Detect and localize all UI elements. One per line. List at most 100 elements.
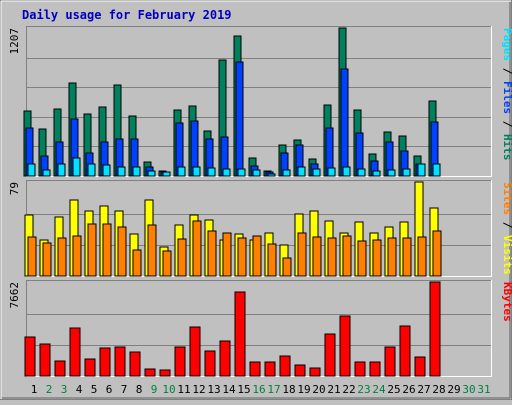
panel-max-label: 1207 bbox=[8, 28, 21, 55]
label-kbytes: KBytes bbox=[501, 282, 512, 322]
x-tick-label: 27 bbox=[417, 383, 430, 396]
x-tick-label: 1 bbox=[31, 383, 38, 396]
bar-sites-day-10 bbox=[162, 250, 172, 277]
bar-pages-day-17 bbox=[267, 173, 276, 177]
bar-kbytes-day-7 bbox=[114, 346, 126, 377]
bar-sites-day-23 bbox=[357, 240, 367, 277]
bar-sites-day-26 bbox=[402, 237, 412, 277]
bar-sites-day-6 bbox=[102, 223, 112, 277]
bar-pages-day-3 bbox=[57, 163, 66, 177]
bar-pages-day-7 bbox=[117, 166, 126, 177]
label-pages: Pages bbox=[501, 28, 512, 61]
x-tick-label: 20 bbox=[312, 383, 325, 396]
bar-pages-day-20 bbox=[312, 168, 321, 177]
x-tick-label: 24 bbox=[372, 383, 386, 396]
bar-pages-day-25 bbox=[387, 169, 396, 177]
bar-sites-day-4 bbox=[72, 235, 82, 277]
x-tick-label: 22 bbox=[342, 383, 355, 396]
x-tick-label: 23 bbox=[357, 383, 370, 396]
x-tick-label: 7 bbox=[121, 383, 128, 396]
bar-sites-day-25 bbox=[387, 237, 397, 277]
bar-kbytes-day-22 bbox=[339, 315, 351, 377]
bar-pages-day-24 bbox=[372, 170, 381, 177]
bar-pages-day-1 bbox=[27, 163, 36, 177]
x-tick-label: 16 bbox=[252, 383, 265, 396]
label-separator: / bbox=[501, 61, 512, 81]
bar-sites-day-14 bbox=[222, 232, 232, 277]
bar-kbytes-day-27 bbox=[414, 356, 426, 377]
bar-sites-day-21 bbox=[327, 237, 337, 277]
bar-pages-day-12 bbox=[192, 166, 201, 177]
x-tick-label: 14 bbox=[222, 383, 236, 396]
panel-series-label: Sites / Visits bbox=[501, 182, 512, 275]
bar-kbytes-day-12 bbox=[189, 326, 201, 377]
bar-sites-day-22 bbox=[342, 235, 352, 277]
bar-pages-day-15 bbox=[237, 168, 246, 177]
panel-max-label: 79 bbox=[8, 182, 21, 195]
bar-kbytes-day-11 bbox=[174, 346, 186, 377]
panel-max-label: 7662 bbox=[8, 282, 21, 309]
label-files: Files bbox=[501, 81, 512, 114]
x-tick-label: 4 bbox=[76, 383, 83, 396]
x-tick-label: 12 bbox=[192, 383, 205, 396]
bar-sites-day-11 bbox=[177, 238, 187, 277]
bar-sites-day-9 bbox=[147, 224, 157, 277]
panel-hits-files-pages: 1207 Pages / Files / Hits bbox=[8, 26, 512, 177]
bar-sites-day-5 bbox=[87, 223, 97, 277]
bar-kbytes-day-13 bbox=[204, 350, 216, 377]
bar-sites-day-13 bbox=[207, 230, 217, 277]
label-hits: Hits bbox=[501, 134, 512, 161]
bar-kbytes-day-19 bbox=[294, 364, 306, 377]
panel-series-label: Pages / Files / Hits bbox=[501, 28, 512, 161]
x-tick-label: 6 bbox=[106, 383, 113, 396]
bar-kbytes-day-16 bbox=[249, 361, 261, 377]
chart-title: Daily usage for February 2019 bbox=[22, 8, 232, 22]
x-tick-label: 30 bbox=[462, 383, 475, 396]
bar-pages-day-13 bbox=[207, 167, 216, 177]
bar-kbytes-day-2 bbox=[39, 343, 51, 377]
label-separator: / bbox=[501, 215, 512, 235]
panel-series-label: KBytes bbox=[501, 282, 512, 322]
bar-sites-day-3 bbox=[57, 237, 67, 277]
bar-pages-day-10 bbox=[162, 171, 171, 177]
bar-pages-day-4 bbox=[72, 157, 81, 177]
x-tick-label: 18 bbox=[282, 383, 295, 396]
bar-kbytes-day-28 bbox=[429, 281, 441, 377]
x-tick-label: 10 bbox=[162, 383, 175, 396]
bar-sites-day-17 bbox=[267, 243, 277, 277]
bar-sites-day-19 bbox=[297, 232, 307, 277]
bar-pages-day-22 bbox=[342, 166, 351, 177]
bar-kbytes-day-8 bbox=[129, 351, 141, 377]
bar-kbytes-day-23 bbox=[354, 361, 366, 377]
x-tick-label: 21 bbox=[327, 383, 340, 396]
bar-kbytes-day-10 bbox=[159, 369, 171, 377]
bar-pages-day-18 bbox=[282, 169, 291, 177]
bar-kbytes-day-1 bbox=[24, 336, 36, 377]
bar-kbytes-day-20 bbox=[309, 367, 321, 377]
bar-pages-day-16 bbox=[252, 169, 261, 177]
label-sites: Sites bbox=[501, 182, 512, 215]
bar-pages-day-27 bbox=[417, 163, 426, 177]
x-tick-label: 3 bbox=[61, 383, 68, 396]
bar-sites-day-2 bbox=[42, 242, 52, 277]
bar-kbytes-day-15 bbox=[234, 291, 246, 377]
panel-sites-visits: 79 Sites / Visits bbox=[8, 180, 512, 277]
bar-pages-day-6 bbox=[102, 164, 111, 177]
bar-files-day-15 bbox=[235, 61, 244, 177]
bar-pages-day-9 bbox=[147, 170, 156, 177]
x-tick-label: 8 bbox=[136, 383, 143, 396]
bar-pages-day-21 bbox=[327, 167, 336, 177]
bar-kbytes-day-18 bbox=[279, 355, 291, 377]
bar-pages-day-19 bbox=[297, 166, 306, 177]
bar-sites-day-16 bbox=[252, 235, 262, 277]
bar-kbytes-day-9 bbox=[144, 368, 156, 377]
bar-sites-day-8 bbox=[132, 249, 142, 277]
bar-pages-day-5 bbox=[87, 163, 96, 177]
bar-sites-day-18 bbox=[282, 257, 292, 277]
bar-sites-day-7 bbox=[117, 226, 127, 277]
bar-pages-day-8 bbox=[132, 166, 141, 177]
bar-sites-day-15 bbox=[237, 237, 247, 277]
bar-pages-day-11 bbox=[177, 166, 186, 177]
